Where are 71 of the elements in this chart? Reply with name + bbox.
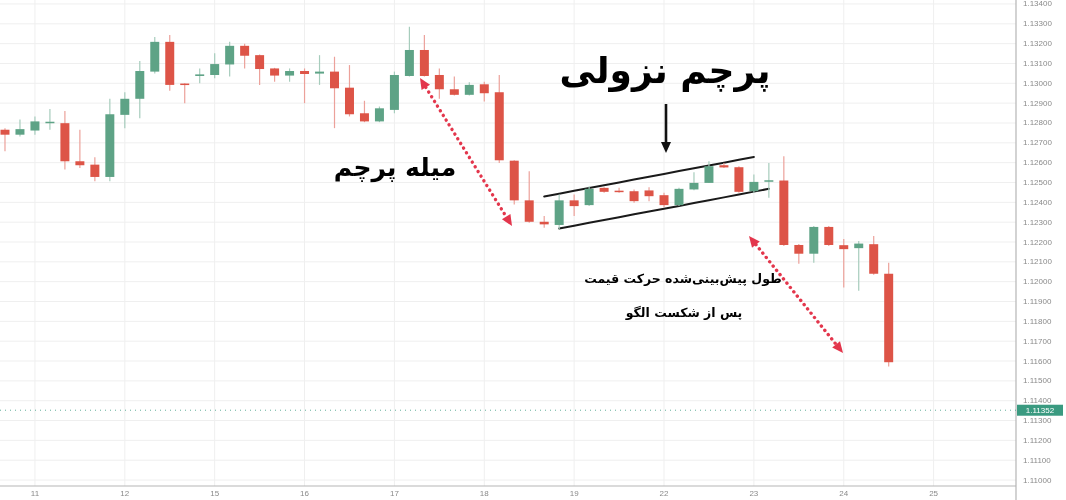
x-tick-label: 15 xyxy=(210,488,220,498)
y-tick-label: 1.12300 xyxy=(1023,217,1053,227)
y-tick-label: 1.11700 xyxy=(1023,336,1052,346)
y-tick-label: 1.12900 xyxy=(1023,98,1053,108)
annotation: میله پرچم xyxy=(333,152,457,183)
y-tick-label: 1.12700 xyxy=(1023,138,1053,148)
x-tick-label: 17 xyxy=(389,488,400,498)
candlestick xyxy=(240,43,250,70)
x-tick-label: 12 xyxy=(120,488,130,498)
y-tick-label: 1.11000 xyxy=(1023,475,1052,485)
x-tick-label: 11 xyxy=(30,488,40,498)
x-tick-label: 22 xyxy=(659,488,670,498)
candlestick xyxy=(15,118,25,138)
candlestick xyxy=(479,81,489,103)
candlestick xyxy=(330,56,339,129)
y-tick-label: 1.11600 xyxy=(1023,356,1052,366)
candlestick xyxy=(569,193,579,217)
y-tick-label: 1.13300 xyxy=(1023,19,1053,29)
candlestick xyxy=(704,160,714,184)
y-tick-label: 1.12800 xyxy=(1023,118,1053,128)
candlestick xyxy=(764,162,774,199)
candlestick xyxy=(90,156,100,182)
candlestick xyxy=(689,171,699,191)
candlestick xyxy=(434,67,444,100)
candlestick xyxy=(644,186,654,202)
y-tick-label: 1.11500 xyxy=(1023,376,1052,386)
y-tick-label: 1.13100 xyxy=(1023,58,1053,68)
y-tick-label: 1.13000 xyxy=(1023,78,1053,88)
x-tick-label: 24 xyxy=(839,488,849,498)
x-tick-label: 16 xyxy=(300,488,310,498)
candlestick xyxy=(824,225,834,247)
x-tick-label: 18 xyxy=(479,488,490,498)
y-tick-label: 1.11200 xyxy=(1023,435,1052,445)
candlestick xyxy=(359,100,369,123)
y-tick-label: 1.11800 xyxy=(1023,316,1052,326)
y-tick-label: 1.12000 xyxy=(1023,277,1053,287)
annotation: طول پیش‌بینی‌شده حرکت قیمت xyxy=(584,270,782,286)
candlestick xyxy=(524,170,534,224)
y-tick-label: 1.11400 xyxy=(1023,396,1052,406)
candlestick xyxy=(719,162,729,169)
y-tick-label: 1.12100 xyxy=(1023,257,1053,267)
y-tick-label: 1.12200 xyxy=(1023,237,1053,247)
candlestick xyxy=(0,127,10,152)
candlestick xyxy=(225,41,235,78)
line-series xyxy=(543,155,755,198)
candlestick xyxy=(120,91,130,129)
candlestick xyxy=(794,243,804,265)
y-tick-label: 1.11100 xyxy=(1023,455,1052,465)
y-tick-label: 1.13200 xyxy=(1023,39,1053,49)
y-tick-label: 1.13400 xyxy=(1023,0,1053,9)
annotation: پس از شکست الگو xyxy=(624,304,743,320)
y-tick-label: 1.12600 xyxy=(1023,158,1053,168)
candlestick xyxy=(315,54,325,86)
y-tick-label: 1.11900 xyxy=(1023,297,1052,307)
candlestick xyxy=(839,238,849,289)
candlestick xyxy=(300,67,310,104)
candlestick xyxy=(749,173,759,194)
y-tick-label: 1.12400 xyxy=(1023,197,1053,207)
candlestick xyxy=(30,115,40,136)
y-tick-label: 1.11300 xyxy=(1023,416,1052,426)
ref-line-label: 1.11352 xyxy=(1025,405,1055,415)
candlestick xyxy=(75,129,85,169)
candlestick xyxy=(210,52,220,79)
candlestick xyxy=(255,53,265,86)
candlestick xyxy=(584,185,594,207)
x-tick-label: 19 xyxy=(569,488,580,498)
candlestick xyxy=(449,75,459,97)
y-tick-label: 1.12500 xyxy=(1023,178,1053,187)
text: پرچم نزولی xyxy=(559,49,771,92)
x-tick-label: 25 xyxy=(929,488,939,498)
x-tick-label: 23 xyxy=(749,488,759,498)
